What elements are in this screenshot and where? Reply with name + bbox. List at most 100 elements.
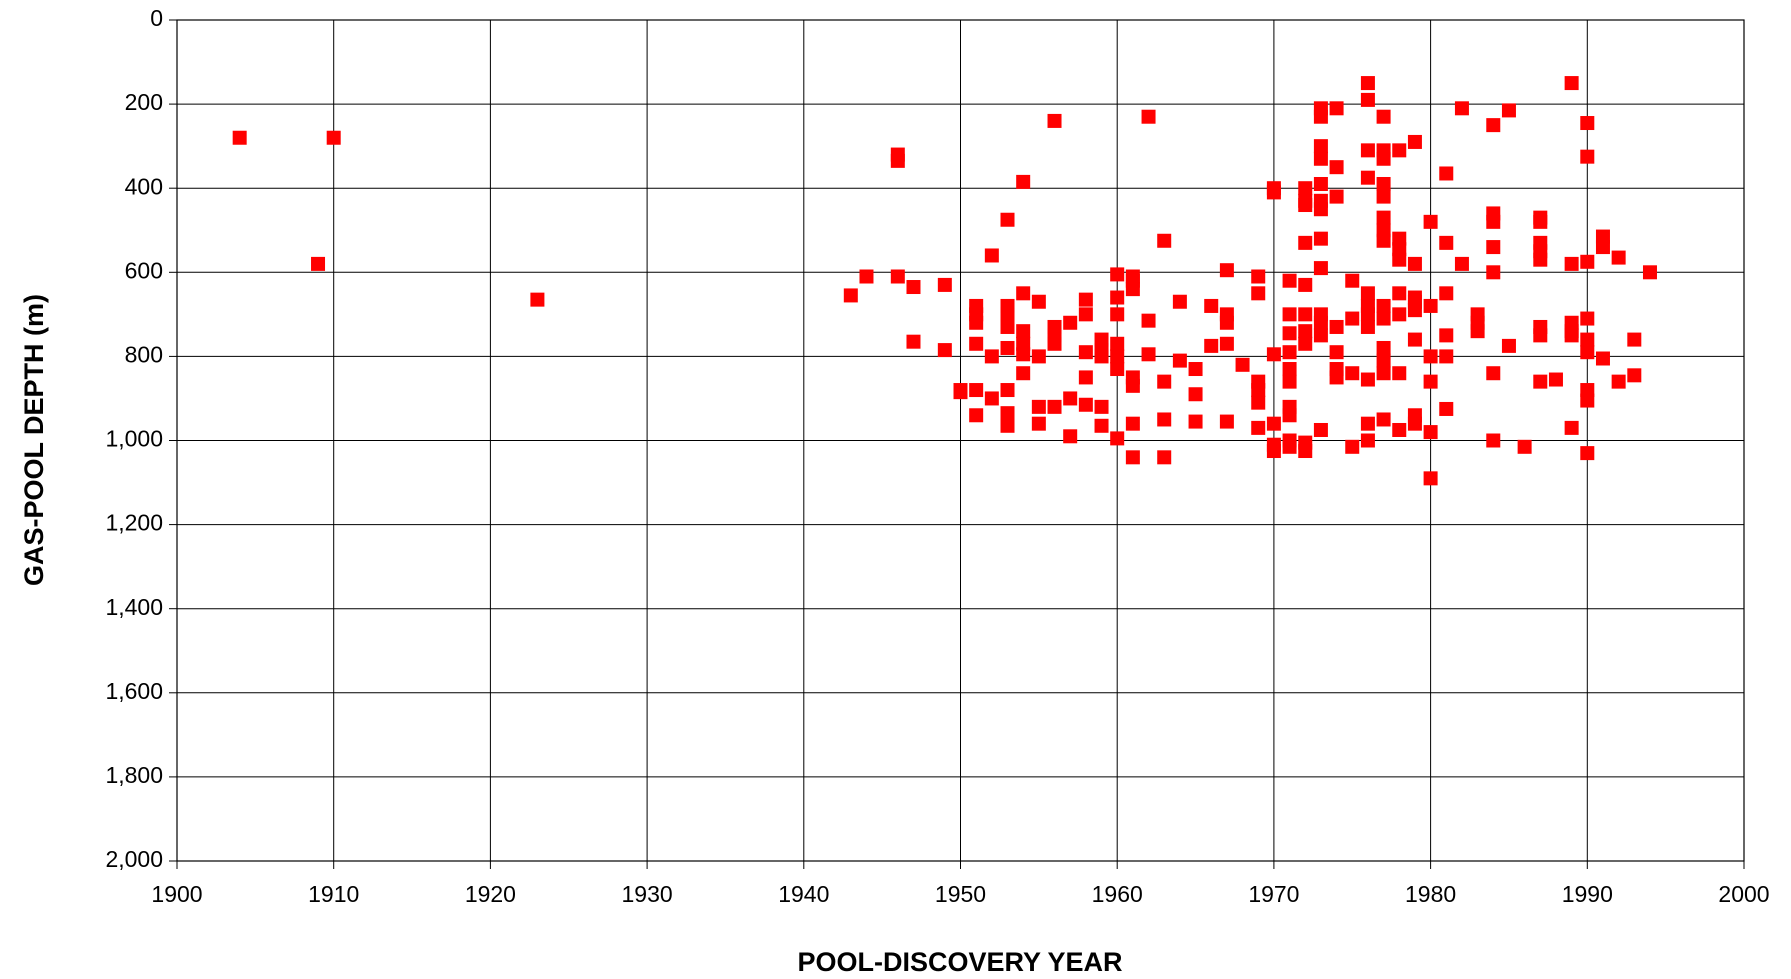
- point: [1188, 362, 1203, 377]
- point: [1078, 370, 1093, 385]
- point: [1063, 429, 1078, 444]
- point: [1392, 422, 1407, 437]
- point: [1392, 242, 1407, 257]
- point: [1580, 383, 1595, 398]
- point: [1313, 151, 1328, 166]
- point: [1329, 370, 1344, 385]
- point: [1282, 273, 1297, 288]
- point: [1376, 109, 1391, 124]
- point: [1000, 212, 1015, 227]
- point: [1313, 261, 1328, 276]
- x-tick-label: 1910: [308, 881, 359, 907]
- point: [1439, 286, 1454, 301]
- point: [1110, 431, 1125, 446]
- point: [1172, 294, 1187, 309]
- point: [1407, 332, 1422, 347]
- point: [1407, 303, 1422, 318]
- point: [1329, 160, 1344, 175]
- point: [1360, 307, 1375, 322]
- point: [1282, 408, 1297, 423]
- point: [1157, 374, 1172, 389]
- point: [1376, 340, 1391, 355]
- point: [1141, 347, 1156, 362]
- y-axis-title: GAS-POOL DEPTH (m): [19, 294, 49, 586]
- point: [1110, 290, 1125, 305]
- point: [1047, 399, 1062, 414]
- point: [984, 349, 999, 364]
- point: [1282, 362, 1297, 377]
- point: [1266, 347, 1281, 362]
- point: [1016, 366, 1031, 381]
- point: [1094, 418, 1109, 433]
- point: [984, 248, 999, 263]
- point: [1110, 336, 1125, 351]
- point: [326, 130, 341, 145]
- point: [1345, 366, 1360, 381]
- point: [1533, 214, 1548, 229]
- y-tick-label: 1,200: [105, 510, 163, 536]
- point: [1360, 372, 1375, 387]
- point: [1235, 357, 1250, 372]
- point: [1000, 418, 1015, 433]
- x-tick-label: 2000: [1718, 881, 1769, 907]
- point: [1204, 338, 1219, 353]
- point: [1486, 118, 1501, 133]
- x-tick-label: 1980: [1405, 881, 1456, 907]
- point: [1360, 76, 1375, 91]
- point: [1251, 395, 1266, 410]
- point: [984, 391, 999, 406]
- point: [1266, 444, 1281, 459]
- point: [1016, 286, 1031, 301]
- point: [1533, 252, 1548, 267]
- point: [1298, 235, 1313, 250]
- point: [1031, 416, 1046, 431]
- y-tick-label: 800: [125, 341, 163, 367]
- point: [1439, 401, 1454, 416]
- point: [1000, 383, 1015, 398]
- point: [1110, 267, 1125, 282]
- point: [1110, 349, 1125, 364]
- point: [953, 385, 968, 400]
- point: [1376, 353, 1391, 368]
- point: [1266, 416, 1281, 431]
- point: [906, 280, 921, 295]
- point: [1125, 416, 1140, 431]
- plot-frame: [176, 19, 1745, 862]
- point: [1595, 229, 1610, 244]
- point: [1141, 109, 1156, 124]
- point: [1219, 315, 1234, 330]
- point: [1047, 336, 1062, 351]
- point: [1282, 374, 1297, 389]
- point: [969, 408, 984, 423]
- point: [1423, 214, 1438, 229]
- point: [1031, 349, 1046, 364]
- point: [1595, 240, 1610, 255]
- point: [1360, 286, 1375, 301]
- point: [1580, 116, 1595, 131]
- point: [937, 277, 952, 292]
- point: [969, 383, 984, 398]
- point: [1376, 210, 1391, 225]
- point: [1345, 273, 1360, 288]
- point: [906, 334, 921, 349]
- point: [1407, 256, 1422, 271]
- x-axis-title: POOL-DISCOVERY YEAR: [797, 947, 1122, 977]
- point: [232, 130, 247, 145]
- point: [1580, 446, 1595, 461]
- point: [1282, 345, 1297, 360]
- point: [1078, 397, 1093, 412]
- x-tick-label: 1970: [1248, 881, 1299, 907]
- y-tick-label: 0: [150, 5, 163, 31]
- point: [1580, 311, 1595, 326]
- point: [1266, 185, 1281, 200]
- point: [1094, 349, 1109, 364]
- point: [1298, 307, 1313, 322]
- point: [1627, 368, 1642, 383]
- point: [1110, 307, 1125, 322]
- point: [1031, 399, 1046, 414]
- point: [1439, 328, 1454, 343]
- point: [937, 343, 952, 358]
- point: [1423, 349, 1438, 364]
- point: [1376, 189, 1391, 204]
- point: [1313, 328, 1328, 343]
